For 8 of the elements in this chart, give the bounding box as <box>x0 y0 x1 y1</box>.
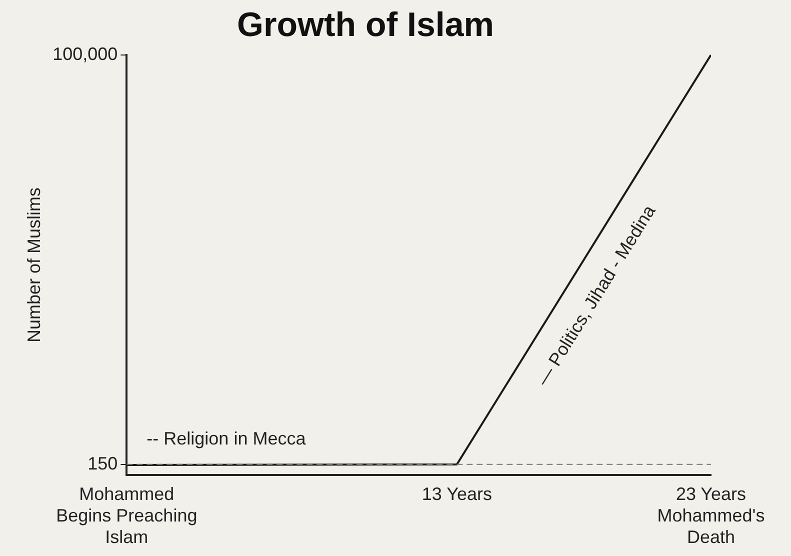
y-tick-label: 150 <box>88 453 118 474</box>
chart-title: Growth of Islam <box>237 6 494 44</box>
ref-line-label: -- Religion in Mecca <box>146 428 307 448</box>
x-tick-label: Mohammed Begins Preaching Islam <box>56 484 198 548</box>
y-axis-title: Number of Muslims <box>24 187 44 343</box>
y-tick-label: 100,000 <box>52 44 118 64</box>
x-tick-label: 23 Years Mohammed's Death <box>657 484 765 548</box>
x-tick-label: 13 Years <box>422 484 492 504</box>
